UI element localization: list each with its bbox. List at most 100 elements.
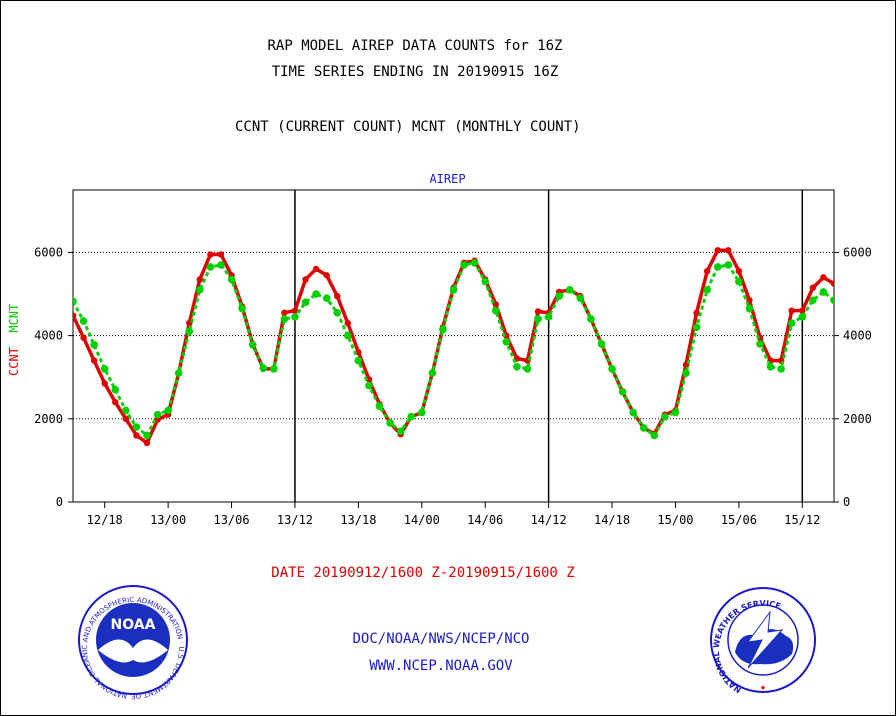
data-point-mcnt	[238, 304, 246, 313]
data-point-mcnt	[703, 286, 711, 294]
data-point-mcnt	[830, 296, 834, 305]
data-point-ccnt	[90, 357, 98, 364]
x-tick-label: 14/06	[467, 513, 503, 527]
data-point-mcnt	[312, 290, 320, 298]
x-tick-label: 13/18	[340, 513, 376, 527]
data-point-mcnt	[439, 325, 447, 334]
data-point-mcnt	[248, 340, 257, 349]
data-point-mcnt	[724, 261, 733, 269]
y-tick-label: 0	[56, 495, 63, 509]
data-point-mcnt	[185, 327, 194, 336]
data-point-mcnt	[153, 410, 162, 419]
data-point-mcnt	[787, 319, 796, 327]
data-point-mcnt	[713, 263, 722, 271]
data-point-mcnt	[470, 259, 479, 267]
data-point-mcnt	[354, 356, 363, 365]
data-point-mcnt	[735, 277, 743, 286]
data-point-mcnt	[587, 315, 595, 323]
data-point-mcnt	[756, 340, 764, 348]
data-point-mcnt	[650, 431, 659, 440]
x-tick-label: 13/12	[277, 513, 313, 527]
data-point-ccnt	[830, 280, 834, 287]
data-point-mcnt	[270, 365, 278, 373]
data-point-mcnt	[661, 412, 669, 421]
data-point-mcnt	[745, 304, 754, 313]
y-tick-label-right: 0	[843, 495, 850, 509]
data-point-mcnt	[491, 306, 500, 315]
data-point-mcnt	[259, 364, 268, 372]
data-point-mcnt	[164, 406, 172, 415]
data-point-mcnt	[618, 387, 627, 396]
data-point-ccnt	[735, 267, 743, 275]
data-point-mcnt	[513, 363, 521, 371]
y-tick-label: 6000	[34, 245, 63, 259]
data-point-mcnt	[428, 369, 437, 377]
data-point-ccnt	[344, 319, 352, 327]
data-point-mcnt	[809, 296, 817, 305]
website-url[interactable]: WWW.NCEP.NOAA.GOV	[369, 658, 513, 674]
data-point-mcnt	[122, 406, 130, 415]
data-point-mcnt	[639, 424, 648, 432]
x-tick-label: 14/00	[404, 513, 440, 527]
data-point-mcnt	[407, 412, 416, 421]
data-point-ccnt	[693, 309, 700, 316]
data-point-mcnt	[671, 408, 680, 417]
y-tick-label: 2000	[34, 412, 63, 426]
data-point-ccnt	[725, 247, 732, 254]
data-point-ccnt	[334, 292, 341, 300]
x-tick-label: 14/12	[531, 513, 567, 527]
data-point-mcnt	[576, 294, 585, 302]
data-point-mcnt	[301, 298, 310, 307]
data-point-mcnt	[766, 363, 775, 371]
x-tick-label: 12/18	[87, 513, 123, 527]
y-tick-label-right: 4000	[843, 329, 872, 343]
data-point-mcnt	[819, 288, 828, 296]
data-point-ccnt	[809, 284, 817, 291]
x-tick-label: 15/00	[657, 513, 693, 527]
data-point-mcnt	[396, 427, 405, 436]
data-point-ccnt	[365, 376, 373, 383]
data-point-ccnt	[143, 439, 151, 447]
data-point-ccnt	[302, 276, 309, 283]
data-point-ccnt	[714, 247, 721, 254]
data-point-ccnt	[820, 274, 827, 281]
x-tick-label: 14/18	[594, 513, 630, 527]
data-point-mcnt	[365, 381, 373, 390]
data-point-mcnt	[597, 340, 606, 348]
data-point-ccnt	[703, 267, 711, 275]
y-tick-label: 4000	[34, 329, 63, 343]
x-tick-label: 13/06	[213, 513, 249, 527]
data-point-mcnt	[206, 263, 215, 271]
data-point-mcnt	[291, 313, 299, 321]
data-point-ccnt	[80, 334, 87, 341]
data-point-ccnt	[788, 307, 795, 314]
x-tick-label: 15/06	[721, 513, 757, 527]
chart-title-line2: TIME SERIES ENDING IN 20190915 16Z	[271, 64, 559, 80]
data-point-ccnt	[73, 312, 77, 319]
data-point-mcnt	[798, 313, 807, 321]
data-point-mcnt	[73, 297, 77, 306]
data-point-mcnt	[534, 315, 542, 323]
data-point-ccnt	[101, 380, 108, 387]
data-point-ccnt	[196, 276, 204, 283]
data-point-mcnt	[132, 423, 141, 431]
data-point-mcnt	[227, 275, 236, 284]
series-line-ccnt	[73, 248, 834, 446]
data-point-mcnt	[555, 292, 563, 300]
data-point-mcnt	[481, 277, 490, 286]
data-point-ccnt	[217, 251, 225, 258]
data-point-ccnt	[323, 272, 330, 279]
chart-subtitle: CCNT (CURRENT COUNT) MCNT (MONTHLY COUNT…	[235, 119, 581, 135]
data-point-mcnt	[386, 419, 394, 427]
data-point-ccnt	[112, 398, 119, 406]
data-point-mcnt	[280, 315, 289, 323]
y-tick-label-right: 6000	[843, 245, 872, 259]
data-point-mcnt	[217, 261, 225, 269]
data-point-mcnt	[111, 385, 120, 394]
data-point-mcnt	[449, 286, 458, 294]
data-point-mcnt	[344, 331, 352, 340]
y-tick-label-right: 2000	[843, 412, 872, 426]
data-point-mcnt	[322, 294, 331, 302]
date-range: DATE 20190912/1600 Z-20190915/1600 Z	[271, 565, 575, 581]
data-point-ccnt	[799, 307, 806, 314]
